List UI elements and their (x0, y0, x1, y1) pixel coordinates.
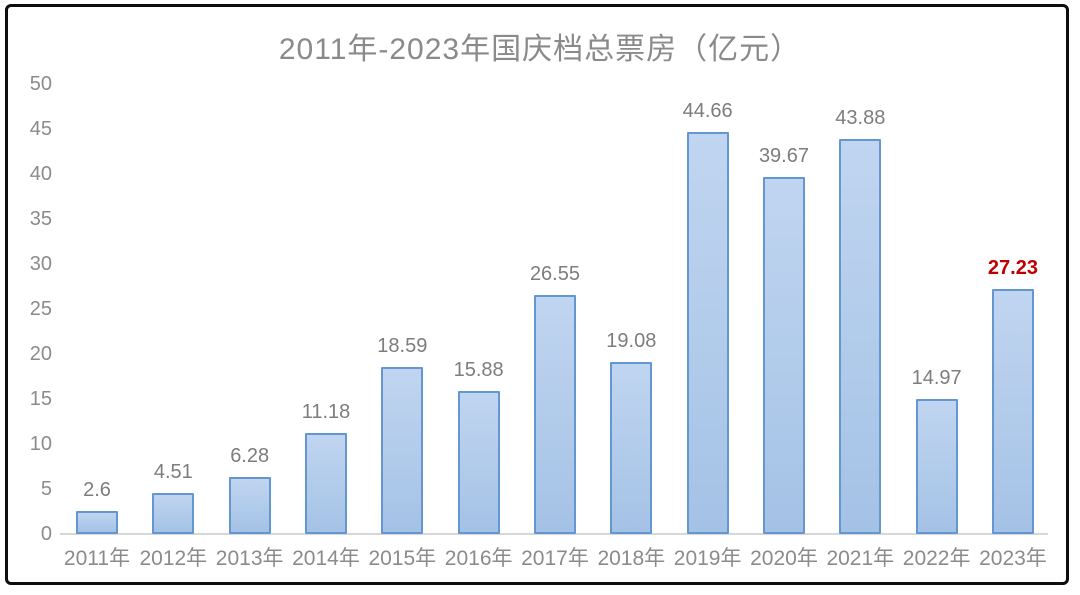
x-tick-label: 2020年 (750, 547, 818, 570)
chart-title: 2011年-2023年国庆档总票房（亿元） (278, 33, 802, 66)
x-tick-label: 2011年 (63, 547, 131, 570)
value-label: 39.67 (758, 145, 809, 167)
x-tick-label: 2015年 (368, 547, 437, 570)
x-axis-line (60, 533, 1048, 535)
x-tick-label: 2023年 (979, 547, 1047, 570)
y-tick-label: 30 (29, 253, 52, 275)
bar (228, 477, 271, 534)
bar (381, 367, 424, 534)
y-tick-label: 0 (40, 523, 52, 545)
value-label: 14.97 (911, 367, 962, 389)
x-tick-label: 2017年 (521, 547, 589, 570)
y-tick-label: 50 (29, 73, 52, 95)
y-tick-label: 25 (29, 298, 52, 320)
value-label: 43.88 (835, 107, 886, 129)
value-label: 19.08 (606, 330, 657, 352)
x-tick-label: 2012年 (139, 547, 208, 570)
value-label: 2.6 (83, 479, 111, 501)
value-label: 26.55 (529, 263, 580, 285)
x-tick-label: 2016年 (444, 547, 513, 570)
value-label: 44.66 (682, 100, 733, 122)
x-tick-label: 2019年 (673, 547, 742, 570)
x-tick-label: 2022年 (902, 547, 971, 570)
bar (991, 289, 1034, 534)
value-label: 11.18 (301, 401, 351, 423)
value-label-highlight: 27.23 (987, 257, 1038, 279)
bar (762, 177, 805, 534)
bar (686, 132, 729, 534)
bar (304, 433, 347, 534)
y-tick-label: 45 (29, 118, 52, 140)
value-label: 4.51 (153, 461, 193, 483)
y-tick-label: 35 (29, 208, 52, 230)
x-tick-label: 2018年 (597, 547, 666, 570)
y-tick-label: 20 (29, 343, 52, 365)
bar (76, 511, 118, 534)
bar (152, 493, 195, 534)
value-label: 18.59 (377, 335, 428, 357)
bar (839, 139, 882, 534)
bar (533, 295, 576, 534)
y-tick-label: 10 (29, 433, 52, 455)
value-label: 6.28 (230, 445, 270, 467)
bar (915, 399, 958, 534)
bar (610, 362, 653, 534)
y-tick-label: 40 (29, 163, 52, 185)
y-tick-label: 5 (40, 478, 52, 500)
x-tick-label: 2021年 (826, 547, 895, 570)
x-tick-label: 2014年 (292, 547, 360, 570)
y-tick-label: 15 (29, 388, 52, 410)
value-label: 15.88 (453, 359, 504, 381)
bar (457, 391, 500, 534)
x-tick-label: 2013年 (215, 547, 284, 570)
